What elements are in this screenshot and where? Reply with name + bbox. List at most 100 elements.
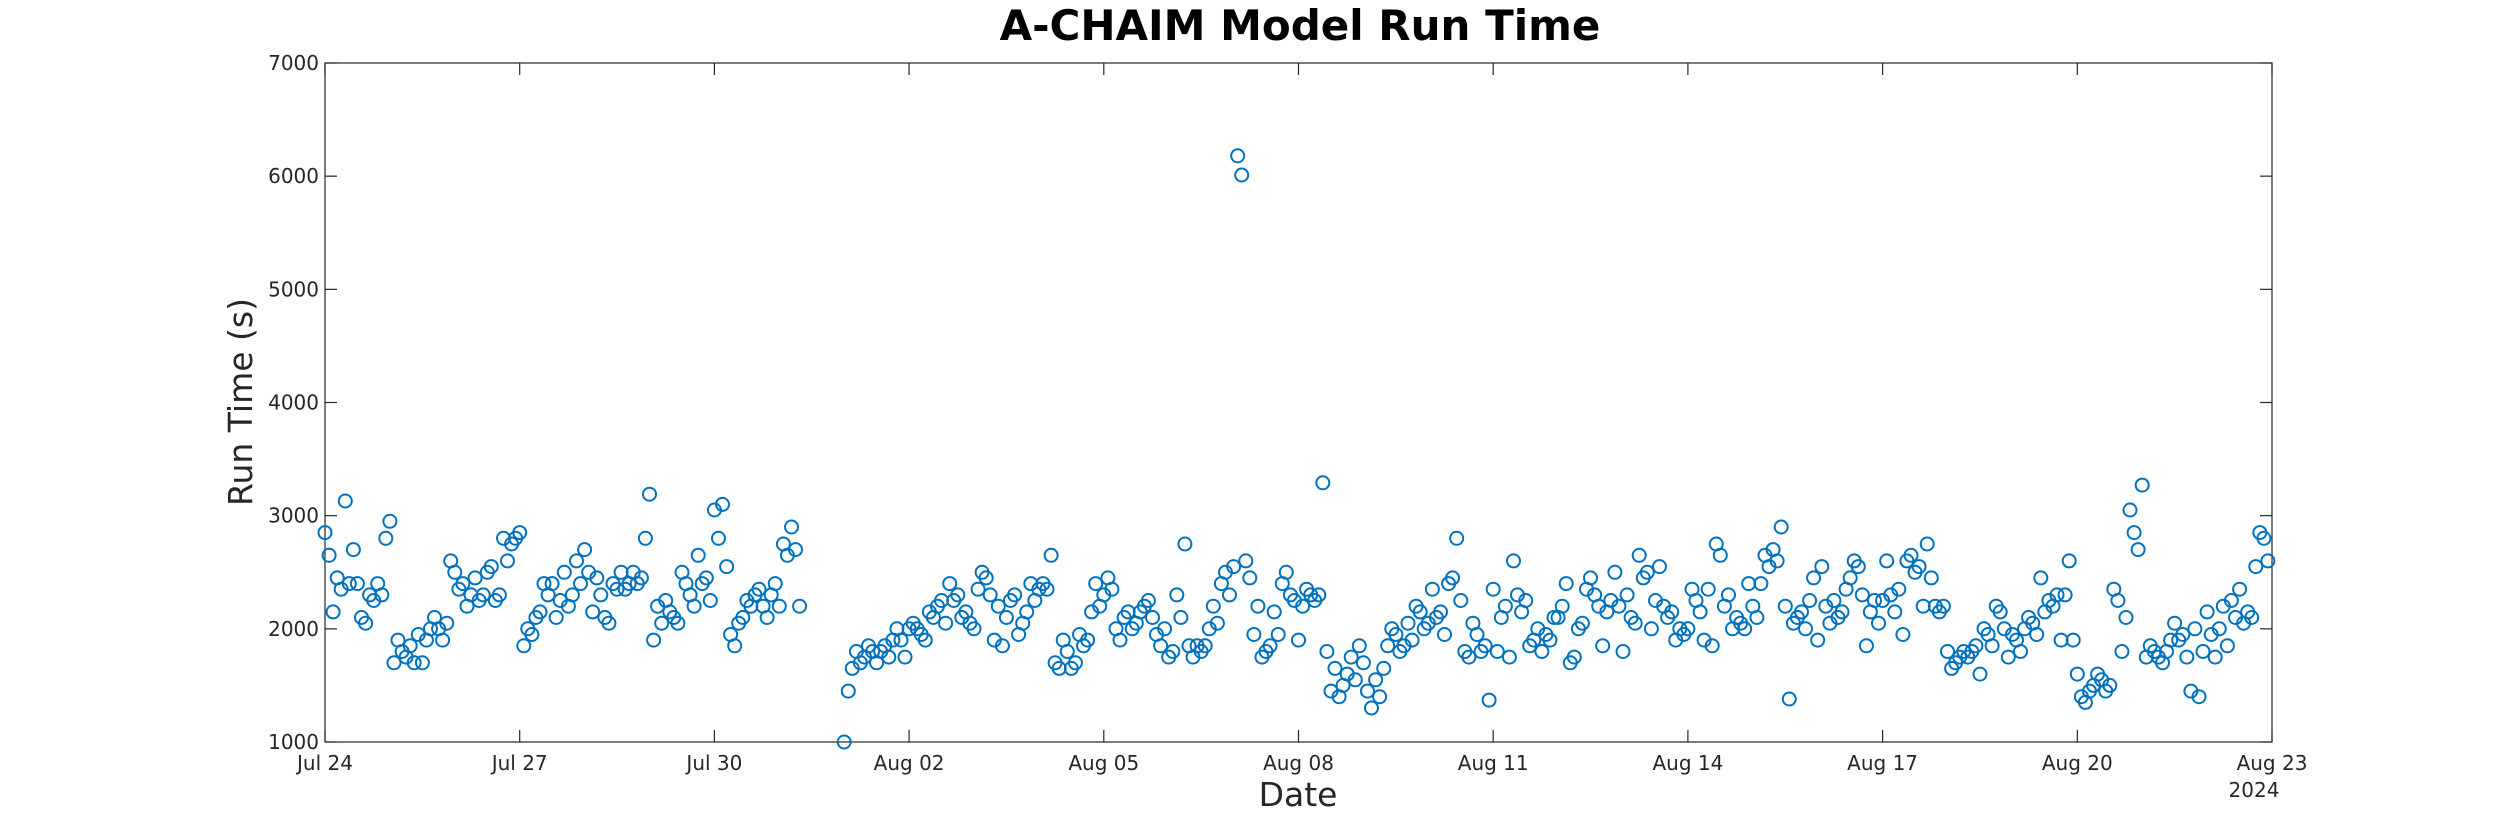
data-point — [601, 615, 617, 631]
data-point — [1497, 598, 1513, 614]
data-point — [455, 576, 471, 592]
data-point — [1145, 610, 1160, 625]
data-point — [1895, 627, 1911, 642]
data-point — [1506, 553, 1521, 569]
data-point — [1230, 148, 1246, 164]
data-point — [1834, 604, 1850, 620]
data-point — [1810, 632, 1826, 648]
data-point — [970, 581, 986, 597]
data-point — [1351, 638, 1367, 654]
data-point — [719, 559, 735, 575]
data-point — [711, 530, 726, 546]
data-point — [1664, 604, 1680, 620]
data-point — [1246, 627, 1262, 642]
data-point — [1611, 598, 1627, 614]
x-tick-label: Jul 30 — [684, 751, 742, 775]
data-point — [788, 542, 803, 558]
data-point — [1039, 581, 1055, 597]
data-point — [1153, 638, 1169, 654]
data-point — [1871, 615, 1886, 631]
data-point — [2114, 644, 2130, 659]
data-point — [1140, 593, 1156, 608]
data-point — [942, 576, 958, 592]
data-point — [1615, 644, 1631, 659]
data-point — [1814, 559, 1830, 575]
data-point — [2110, 593, 2126, 608]
data-point — [524, 627, 540, 642]
data-point — [1412, 604, 1428, 620]
data-point — [337, 493, 353, 509]
data-point — [1887, 604, 1903, 620]
data-point — [1067, 655, 1083, 671]
y-tick-label: 7000 — [268, 51, 319, 75]
data-point — [1424, 581, 1440, 597]
data-point — [759, 610, 775, 625]
data-point — [1935, 598, 1951, 614]
data-point — [1518, 593, 1534, 608]
data-point — [840, 683, 856, 699]
data-point — [593, 587, 609, 603]
data-point — [1364, 700, 1379, 716]
data-point — [1007, 587, 1023, 603]
data-point — [1749, 610, 1765, 625]
data-point — [897, 649, 913, 665]
data-point — [1449, 530, 1465, 546]
data-point — [2248, 559, 2264, 575]
data-point — [881, 649, 897, 665]
data-point — [1205, 598, 1221, 614]
data-point — [637, 530, 653, 546]
data-point — [1400, 615, 1416, 631]
data-point — [2069, 666, 2085, 682]
y-axis-label: Run Time (s) — [221, 298, 260, 506]
data-point — [1854, 587, 1870, 603]
data-point — [836, 734, 852, 750]
data-point — [1692, 604, 1708, 620]
data-point — [1311, 587, 1327, 603]
data-point — [2260, 553, 2276, 569]
data-point — [1165, 644, 1181, 659]
x-tick-label: Aug 02 — [874, 751, 945, 775]
data-point — [1781, 691, 1797, 707]
data-point — [1360, 683, 1375, 699]
data-point — [2256, 530, 2272, 546]
data-point — [1445, 570, 1461, 586]
data-point — [1546, 610, 1562, 625]
data-point — [516, 638, 532, 654]
data-point — [2065, 632, 2081, 648]
data-point — [491, 587, 507, 603]
data-point — [349, 576, 365, 592]
data-point — [1919, 536, 1935, 552]
y-tick-label: 1000 — [268, 730, 319, 754]
data-point — [1112, 632, 1128, 648]
data-point — [1173, 610, 1189, 625]
data-point — [1019, 604, 1035, 620]
data-point — [374, 587, 390, 603]
data-point — [585, 604, 601, 620]
data-point — [1583, 570, 1598, 586]
data-point — [1080, 632, 1096, 648]
data-point — [1680, 621, 1696, 637]
data-point — [2219, 638, 2235, 654]
data-point — [1291, 632, 1306, 648]
data-point — [1777, 598, 1793, 614]
data-point — [1372, 689, 1388, 705]
data-point — [1104, 581, 1120, 597]
data-point — [1554, 598, 1570, 614]
data-point — [2232, 581, 2248, 597]
data-point — [1826, 593, 1842, 608]
data-point — [2000, 649, 2016, 665]
data-point — [1773, 519, 1789, 535]
data-point — [1250, 598, 1266, 614]
x-tick-label: Aug 11 — [1458, 751, 1529, 775]
data-point — [1798, 621, 1813, 637]
data-point — [715, 496, 730, 512]
y-tick-label: 4000 — [268, 391, 319, 415]
data-point — [2167, 615, 2183, 631]
data-point — [1368, 672, 1384, 688]
data-point — [386, 655, 402, 671]
data-point — [1043, 547, 1059, 563]
data-point — [1923, 570, 1939, 586]
data-point — [654, 615, 670, 631]
data-point — [1984, 638, 2000, 654]
data-point — [1157, 621, 1173, 637]
